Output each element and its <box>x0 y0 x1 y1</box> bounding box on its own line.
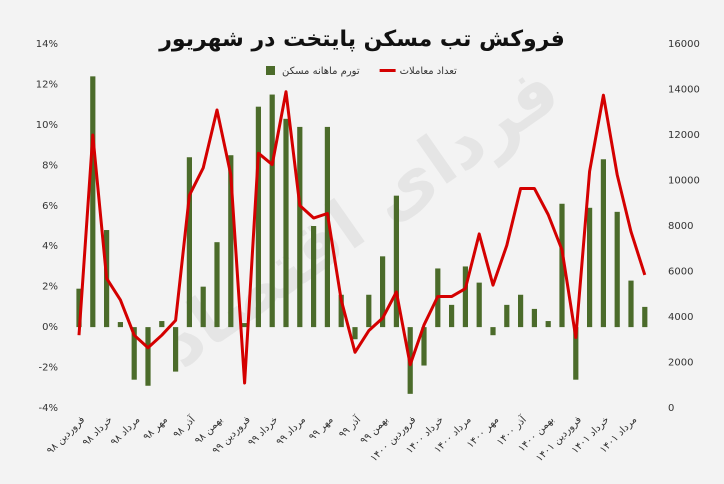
bar <box>380 256 386 328</box>
bar <box>600 159 606 328</box>
bar <box>393 195 399 328</box>
bar <box>476 282 482 328</box>
y-tick-label: -4% <box>39 403 58 414</box>
bar <box>186 157 192 328</box>
bar <box>76 288 82 328</box>
legend-marker <box>266 66 275 75</box>
bar <box>214 242 220 328</box>
bar <box>255 106 261 328</box>
y-tick-label: 8% <box>42 160 58 171</box>
bar <box>462 266 468 328</box>
bar <box>587 207 593 328</box>
y2-tick-label: 12000 <box>668 130 700 141</box>
bar <box>173 327 179 372</box>
y-tick-label: 14% <box>36 39 58 50</box>
bar <box>324 126 330 328</box>
bar <box>518 294 524 328</box>
bar <box>559 203 565 328</box>
bar <box>90 76 96 328</box>
y-tick-label: 10% <box>36 120 58 131</box>
y2-tick-label: 6000 <box>668 267 693 278</box>
y-tick-label: 6% <box>42 201 58 212</box>
y2-tick-label: 14000 <box>668 85 700 96</box>
bar <box>242 323 248 328</box>
bar <box>545 321 551 328</box>
bar <box>228 155 234 328</box>
y-tick-label: -2% <box>39 363 58 374</box>
bar <box>269 94 275 328</box>
bar <box>573 327 579 380</box>
bar <box>145 327 151 386</box>
bar <box>117 322 123 328</box>
y2-tick-label: 10000 <box>668 176 700 187</box>
y-tick-label: 12% <box>36 79 58 90</box>
bar <box>614 211 620 328</box>
bar <box>449 304 455 328</box>
bar <box>200 286 206 328</box>
bar <box>159 321 165 328</box>
y2-tick-label: 0 <box>668 403 674 414</box>
bar <box>504 304 510 328</box>
y2-tick-label: 2000 <box>668 358 693 369</box>
y2-tick-label: 16000 <box>668 39 700 50</box>
bar <box>531 308 537 328</box>
y-tick-label: 2% <box>42 282 58 293</box>
legend-label: تورم ماهانه مسکن <box>282 66 360 77</box>
bar <box>366 294 372 328</box>
bar <box>352 327 358 340</box>
y2-tick-label: 4000 <box>668 312 693 323</box>
y2-tick-label: 8000 <box>668 221 693 232</box>
bar <box>283 118 289 328</box>
line <box>77 90 647 385</box>
chart-title: فروکش تب مسکن پایتخت در شهریور <box>158 27 565 52</box>
bar <box>642 306 648 328</box>
bar <box>490 327 496 336</box>
y-tick-label: 4% <box>42 241 58 252</box>
bar <box>311 226 317 328</box>
bar <box>421 327 427 366</box>
bar <box>297 126 303 328</box>
bar <box>131 327 137 380</box>
y-tick-label: 0% <box>42 322 58 333</box>
bar <box>628 280 634 328</box>
legend-label: تعداد معاملات <box>400 66 457 77</box>
bar <box>338 294 344 328</box>
